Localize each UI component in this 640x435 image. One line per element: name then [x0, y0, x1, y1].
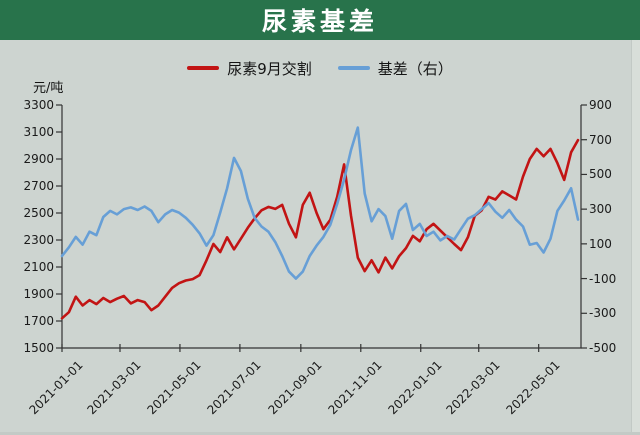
- left-axis-label: 1500: [23, 341, 54, 355]
- left-axis-label: 2900: [23, 152, 54, 166]
- blue-series-line: [60, 126, 580, 280]
- legend-label-futures: 尿素9月交割: [227, 59, 312, 78]
- left-axis-label: 2700: [23, 179, 54, 193]
- left-axis-label: 2300: [23, 233, 54, 247]
- right-axis-label: -100: [589, 271, 617, 286]
- chart-title: 尿素基差: [261, 7, 378, 36]
- right-axis-label: 900: [589, 98, 612, 112]
- red-series-line: [60, 138, 580, 320]
- right-axis-label: -300: [589, 306, 617, 321]
- left-axis-label: 3100: [23, 125, 54, 139]
- red-line-swatch: [187, 66, 220, 70]
- right-axis-label: 500: [589, 167, 612, 182]
- right-edge-strip: [631, 40, 640, 435]
- left-axis-label: 3300: [23, 98, 54, 112]
- bottom-edge-strip: [0, 432, 640, 435]
- left-axis-unit-label: 元/吨: [33, 81, 64, 96]
- left-axis-label: 2100: [23, 260, 54, 274]
- left-axis-label: 2500: [23, 206, 54, 220]
- blue-line-swatch: [337, 66, 370, 70]
- legend-item-futures: 尿素9月交割: [187, 58, 312, 79]
- title-bar: 尿素基差: [0, 0, 640, 40]
- legend: 尿素9月交割 基差（右）: [0, 57, 640, 79]
- right-axis-label: -500: [589, 341, 617, 355]
- right-axis-label: 700: [589, 132, 612, 147]
- left-axis-label: 1900: [23, 287, 54, 301]
- legend-item-basis: 基差（右）: [337, 58, 453, 79]
- left-axis-label: 1700: [23, 314, 54, 328]
- right-axis-label: 300: [589, 202, 612, 217]
- legend-label-basis: 基差（右）: [377, 59, 453, 78]
- axis-lines: [61, 105, 582, 349]
- right-axis-label: 100: [589, 236, 612, 251]
